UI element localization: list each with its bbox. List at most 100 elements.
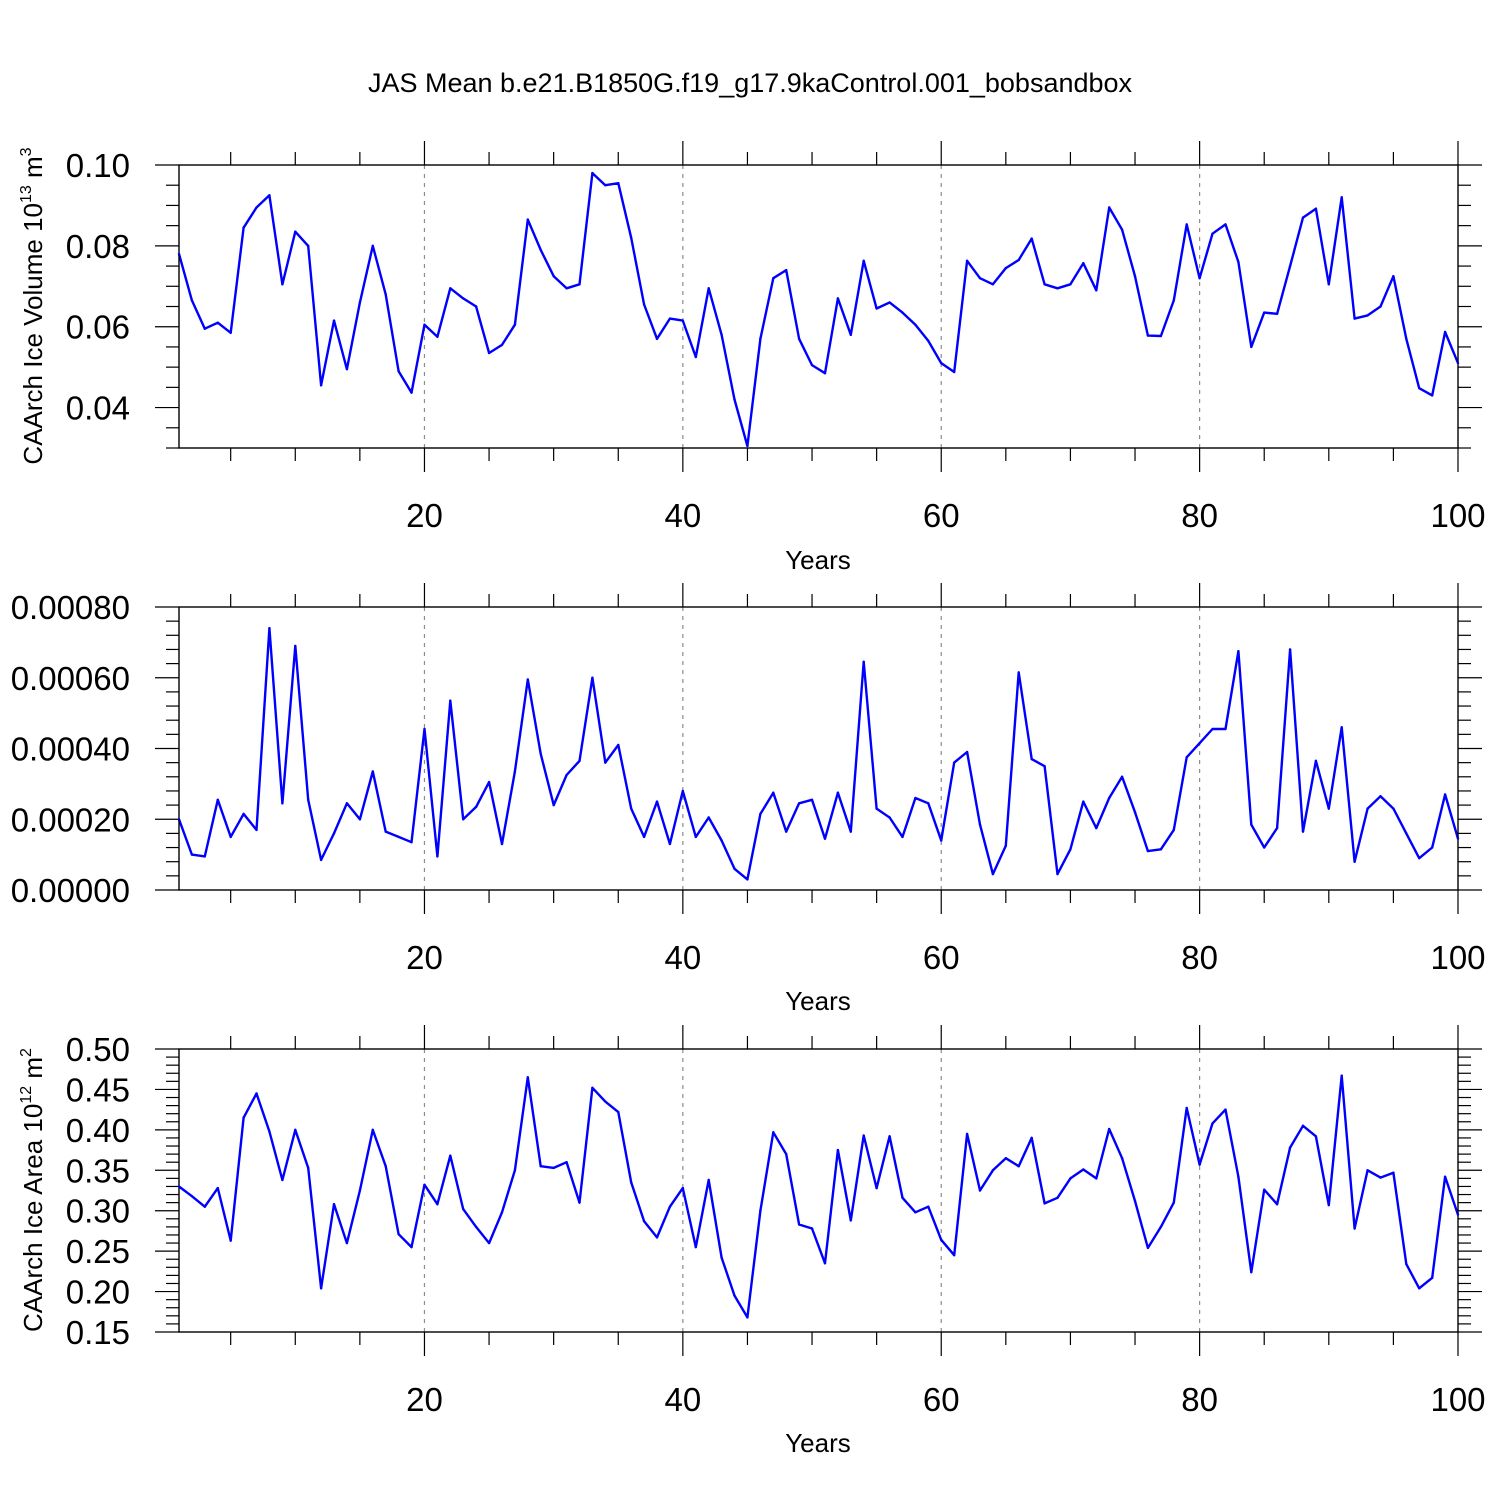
data-point	[1275, 826, 1279, 830]
data-point	[849, 333, 852, 336]
data-point	[565, 287, 568, 290]
data-point	[1146, 334, 1150, 337]
panel-frame	[178, 606, 1459, 891]
data-point	[242, 226, 245, 229]
data-point	[1043, 764, 1046, 768]
data-point	[823, 1262, 827, 1265]
data-point	[591, 171, 594, 175]
data-point	[642, 303, 646, 306]
data-point	[526, 1076, 530, 1079]
data-point	[746, 878, 749, 881]
data-point	[1133, 274, 1137, 278]
data-point	[836, 1148, 840, 1152]
data-point	[1443, 1175, 1447, 1178]
data-point	[1250, 823, 1253, 826]
data-point	[604, 184, 607, 187]
data-point	[436, 1203, 439, 1206]
data-point	[965, 1132, 969, 1136]
data-point	[358, 1189, 362, 1192]
data-point	[462, 1207, 465, 1211]
data-point	[810, 798, 814, 801]
data-point	[1133, 1199, 1137, 1203]
data-point	[539, 752, 542, 756]
x-tick-label: 80	[1181, 939, 1218, 976]
data-point	[655, 800, 659, 803]
data-point	[1095, 1177, 1098, 1180]
data-point	[914, 323, 917, 326]
x-axis-label: Years	[785, 986, 851, 1016]
data-point	[978, 1189, 982, 1192]
y-tick-label: 0.00060	[11, 660, 130, 697]
data-point	[242, 812, 245, 816]
data-point	[1107, 206, 1111, 209]
data-point	[410, 841, 413, 844]
data-point	[500, 343, 504, 347]
data-point	[591, 1086, 594, 1090]
data-point	[384, 830, 387, 833]
data-point	[888, 301, 891, 304]
data-point	[965, 750, 969, 754]
svg-text:CAArch Ice Volume 1013 m3: CAArch Ice Volume 1013 m3	[18, 147, 48, 464]
data-point	[1004, 266, 1008, 270]
data-point	[901, 1196, 904, 1199]
data-point	[1301, 1124, 1305, 1128]
data-point	[1418, 386, 1421, 390]
data-point	[1456, 361, 1460, 365]
data-point	[1430, 846, 1434, 849]
data-point	[604, 1100, 607, 1103]
data-point	[668, 842, 672, 846]
data-points	[177, 171, 1460, 448]
data-point	[797, 802, 801, 805]
data-point	[694, 355, 697, 359]
data-point	[1185, 223, 1188, 226]
data-point	[1198, 1163, 1201, 1166]
data-point	[281, 283, 284, 286]
data-point	[772, 277, 775, 280]
data-point	[836, 297, 840, 300]
data-point	[229, 1239, 232, 1242]
data-point	[1069, 1177, 1072, 1180]
x-tick-label: 100	[1430, 497, 1485, 534]
data-point	[1056, 1196, 1059, 1199]
data-point	[1017, 1165, 1020, 1168]
data-point	[888, 816, 891, 819]
data-point	[1366, 1169, 1369, 1172]
data-point	[952, 370, 956, 374]
data-point	[229, 835, 232, 839]
data-point	[513, 770, 517, 773]
data-point	[1172, 1201, 1175, 1204]
data-point	[539, 1165, 542, 1168]
y-tick-label: 0.00040	[11, 731, 130, 768]
data-point	[901, 835, 904, 839]
data-point	[1004, 1156, 1008, 1160]
data-point	[785, 1152, 788, 1156]
data-point	[927, 339, 930, 343]
data-point	[604, 761, 607, 764]
data-point	[216, 321, 219, 324]
x-tick-label: 60	[923, 939, 960, 976]
data-point	[1379, 795, 1382, 798]
data-point	[1146, 849, 1150, 853]
data-point	[746, 444, 749, 448]
data-point	[875, 307, 878, 310]
data-point	[1237, 650, 1240, 653]
data-point	[1030, 1136, 1033, 1140]
data-point	[1107, 796, 1111, 800]
data-point	[1418, 856, 1421, 860]
y-tick-label: 0.25	[66, 1233, 130, 1270]
data-point	[1172, 828, 1175, 832]
data-point	[810, 363, 814, 367]
data-point	[862, 1134, 865, 1137]
y-axis-label-text: CAArch Ice Volume 10	[18, 203, 48, 465]
y-tick-label: 0.45	[66, 1071, 130, 1108]
data-point	[513, 1169, 517, 1172]
data-point	[720, 333, 723, 336]
data-point	[823, 837, 827, 840]
y-tick-label: 0.50	[66, 1031, 130, 1068]
data-point	[1043, 283, 1046, 286]
y-tick-label: 0.20	[66, 1274, 130, 1311]
data-point	[733, 867, 736, 870]
data-point	[681, 319, 685, 322]
data-point	[281, 1178, 284, 1182]
